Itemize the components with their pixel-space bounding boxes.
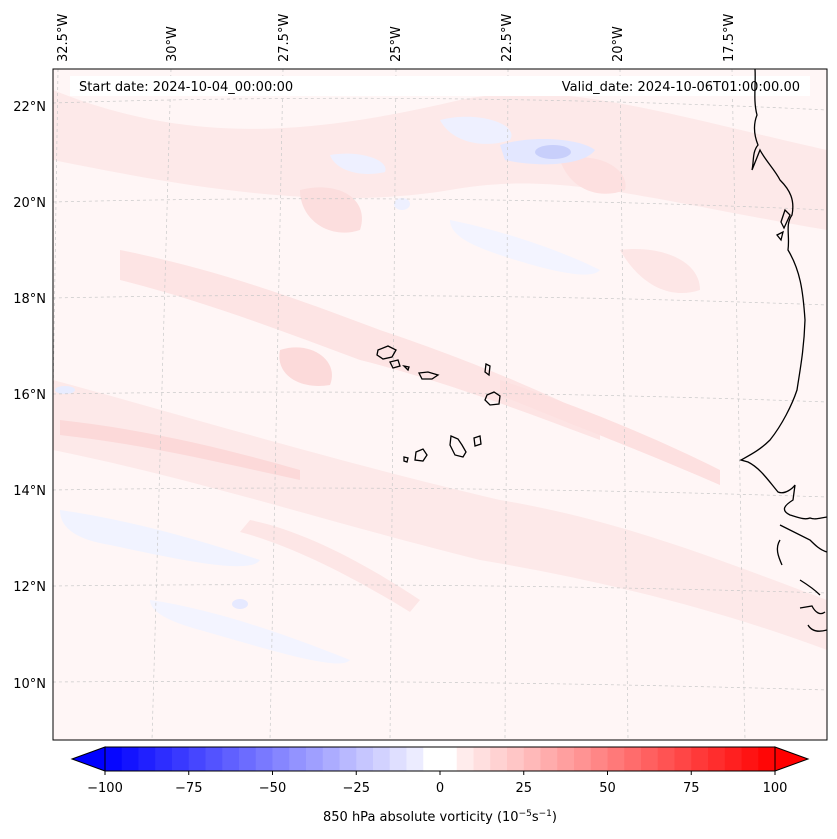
colorbar: −100 −75 −50 −25 0 25 50 75 100 850 hPa … [70, 746, 810, 825]
colorbar-segment [121, 747, 139, 771]
colorbar-tick-label: −75 [175, 781, 202, 796]
lon-label: 17.5°W [722, 14, 737, 62]
colorbar-segment [138, 747, 156, 771]
colorbar-tick-label: 0 [436, 781, 444, 796]
colorbar-segment [724, 747, 742, 771]
colorbar-segment [306, 747, 324, 771]
colorbar-segment [389, 747, 407, 771]
colorbar-segment [590, 747, 608, 771]
colorbar-segment [624, 747, 642, 771]
colorbar-segment [557, 747, 575, 771]
colorbar-segment [322, 747, 340, 771]
colorbar-tick-label: −50 [259, 781, 286, 796]
colorbar-segment [440, 747, 458, 771]
colorbar-tick-label: 100 [763, 781, 788, 796]
colorbar-segment [373, 747, 391, 771]
colorbar-segment [239, 747, 257, 771]
colorbar-segment [356, 747, 374, 771]
colorbar-min-extend [70, 746, 106, 772]
colorbar-segment [222, 747, 240, 771]
lat-label: 10°N [13, 677, 46, 692]
start-date: Start date: 2024-10-04_00:00:00 [79, 80, 293, 95]
lon-label: 30°W [165, 26, 180, 62]
cape-verde-islands [376, 345, 501, 463]
vorticity-field [53, 69, 827, 740]
colorbar-segment [574, 747, 592, 771]
map-frame [52, 68, 828, 741]
colorbar-segment [523, 747, 541, 771]
lat-label: 16°N [13, 388, 46, 403]
colorbar-segment [473, 747, 491, 771]
colorbar-segment [456, 747, 474, 771]
colorbar-tick-label: 75 [683, 781, 700, 796]
colorbar-tick-label: 50 [599, 781, 616, 796]
lon-label: 20°W [611, 26, 626, 62]
lat-label: 14°N [13, 484, 46, 499]
lon-label: 27.5°W [277, 14, 292, 62]
colorbar-segment [758, 747, 776, 771]
longitude-labels: 32.5°W 30°W 27.5°W 25°W 22.5°W 20°W 17.5… [56, 14, 737, 62]
colorbar-segment [272, 747, 290, 771]
latitude-labels: 22°N 20°N 18°N 16°N 14°N 12°N 10°N [13, 100, 46, 692]
colorbar-segment [289, 747, 307, 771]
colorbar-segment [490, 747, 508, 771]
colorbar-tick-label: 25 [515, 781, 532, 796]
colorbar-segment [255, 747, 273, 771]
lat-label: 18°N [13, 292, 46, 307]
colorbar-segment [741, 747, 759, 771]
colorbar-segment [339, 747, 357, 771]
colorbar-segment [172, 747, 190, 771]
colorbar-tick-label: −25 [343, 781, 370, 796]
colorbar-tick-label: −100 [87, 781, 123, 796]
colorbar-segment [540, 747, 558, 771]
colorbar-segment [105, 747, 123, 771]
colorbar-segments [105, 747, 776, 771]
colorbar-ticks: −100 −75 −50 −25 0 25 50 75 100 [87, 771, 787, 796]
colorbar-segment [205, 747, 223, 771]
colorbar-segment [155, 747, 173, 771]
lat-label: 20°N [13, 196, 46, 211]
coastline [739, 69, 827, 632]
colorbar-segment [406, 747, 424, 771]
lat-label: 12°N [13, 580, 46, 595]
colorbar-segment [708, 747, 726, 771]
lon-label: 32.5°W [56, 14, 71, 62]
lat-label: 22°N [13, 100, 46, 115]
colorbar-segment [674, 747, 692, 771]
colorbar-segment [507, 747, 525, 771]
colorbar-title: 850 hPa absolute vorticity (10−5s−1) [323, 809, 557, 825]
lon-label: 22.5°W [500, 14, 515, 62]
lon-label: 25°W [389, 26, 404, 62]
colorbar-segment [188, 747, 206, 771]
colorbar-segment [607, 747, 625, 771]
header-strip [70, 76, 810, 96]
colorbar-segment [691, 747, 709, 771]
colorbar-segment [641, 747, 659, 771]
colorbar-max-extend [774, 746, 810, 772]
colorbar-segment [423, 747, 441, 771]
colorbar-segment [657, 747, 675, 771]
graticule [53, 69, 827, 740]
valid-date: Valid_date: 2024-10-06T01:00:00.00 [562, 80, 800, 95]
